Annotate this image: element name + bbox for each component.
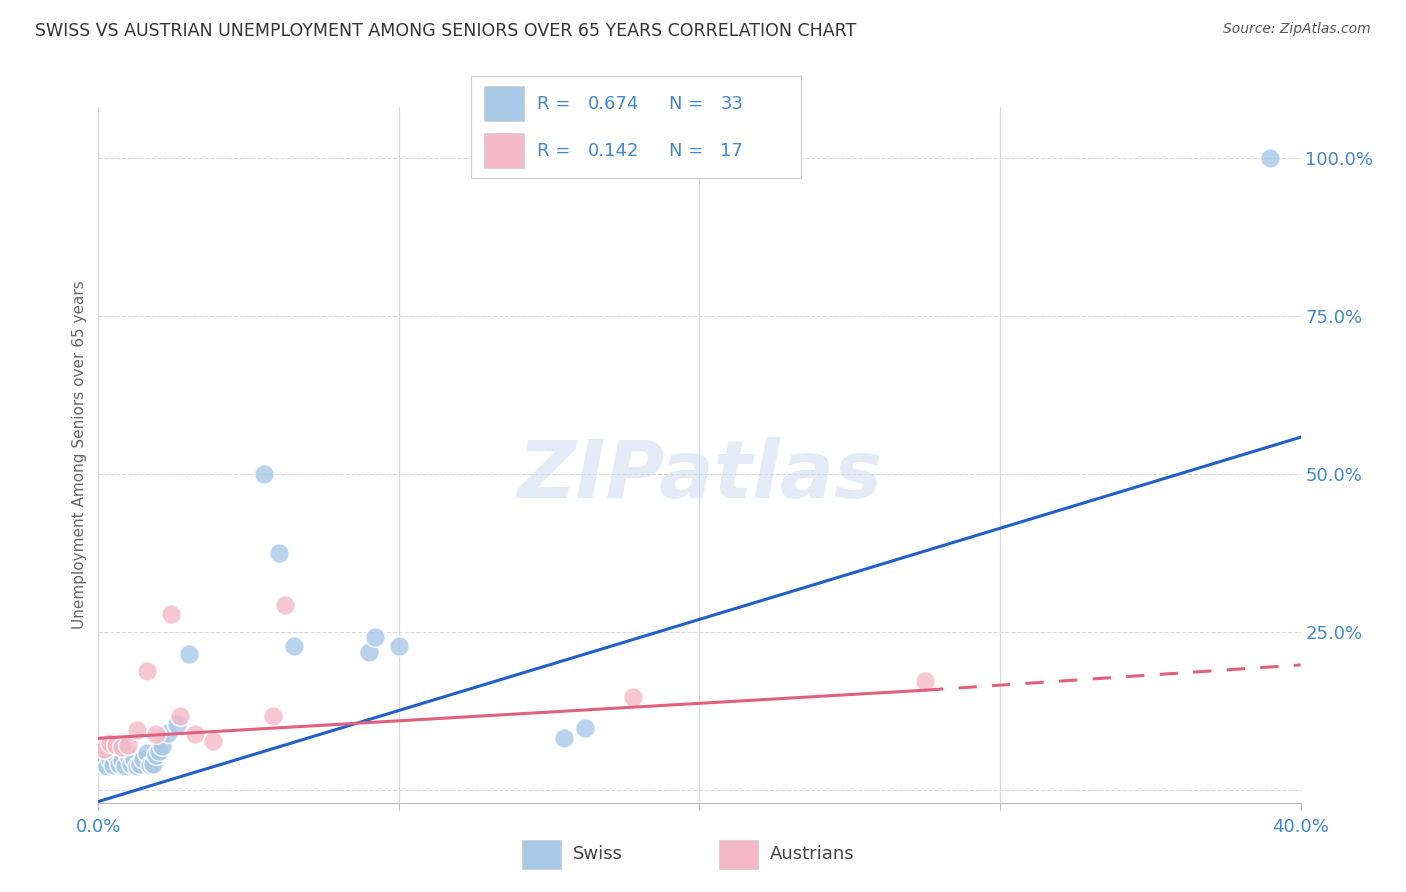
Point bbox=[159, 607, 181, 622]
Point bbox=[105, 738, 128, 752]
Text: R =: R = bbox=[537, 142, 576, 160]
Point bbox=[111, 740, 134, 755]
Point bbox=[183, 727, 205, 741]
Point bbox=[114, 759, 136, 773]
Point bbox=[574, 721, 596, 735]
Text: R =: R = bbox=[537, 95, 576, 112]
FancyBboxPatch shape bbox=[484, 87, 524, 121]
Point bbox=[148, 744, 170, 758]
Point bbox=[388, 639, 411, 653]
Point bbox=[267, 546, 290, 560]
Point bbox=[93, 756, 115, 771]
Point bbox=[117, 748, 139, 763]
Text: Source: ZipAtlas.com: Source: ZipAtlas.com bbox=[1223, 22, 1371, 37]
Point bbox=[103, 757, 125, 772]
Point bbox=[105, 748, 128, 763]
Text: 17: 17 bbox=[720, 142, 744, 160]
FancyBboxPatch shape bbox=[522, 840, 561, 869]
Point bbox=[145, 748, 167, 763]
Text: ZIPatlas: ZIPatlas bbox=[517, 437, 882, 515]
Point bbox=[201, 734, 224, 748]
Point bbox=[93, 742, 115, 756]
Point bbox=[100, 751, 122, 765]
Text: Austrians: Austrians bbox=[770, 845, 855, 863]
Point bbox=[129, 756, 152, 771]
Point bbox=[553, 731, 575, 746]
Point bbox=[262, 708, 284, 723]
Point bbox=[90, 757, 112, 772]
Point bbox=[132, 751, 155, 765]
Text: Swiss: Swiss bbox=[574, 845, 623, 863]
Text: 0.142: 0.142 bbox=[588, 142, 640, 160]
Point bbox=[124, 751, 146, 765]
Point bbox=[914, 674, 936, 689]
Point bbox=[135, 747, 157, 761]
Point bbox=[127, 723, 149, 737]
Point bbox=[253, 467, 276, 481]
Point bbox=[96, 759, 118, 773]
Point bbox=[169, 708, 191, 723]
Point bbox=[127, 759, 149, 773]
Point bbox=[156, 726, 179, 740]
Text: N =: N = bbox=[669, 95, 709, 112]
Point bbox=[121, 756, 143, 771]
Text: N =: N = bbox=[669, 142, 709, 160]
Point bbox=[166, 716, 188, 731]
Point bbox=[357, 645, 380, 659]
Point bbox=[274, 599, 297, 613]
Y-axis label: Unemployment Among Seniors over 65 years: Unemployment Among Seniors over 65 years bbox=[72, 281, 87, 629]
Point bbox=[138, 757, 160, 772]
Point bbox=[1260, 151, 1282, 165]
Point bbox=[111, 753, 134, 767]
Point bbox=[117, 738, 139, 752]
Point bbox=[90, 738, 112, 752]
Point bbox=[108, 756, 131, 771]
Text: 0.674: 0.674 bbox=[588, 95, 640, 112]
FancyBboxPatch shape bbox=[718, 840, 758, 869]
Point bbox=[141, 756, 163, 771]
Point bbox=[145, 727, 167, 741]
Point bbox=[283, 639, 305, 653]
FancyBboxPatch shape bbox=[471, 76, 801, 178]
Text: 33: 33 bbox=[720, 95, 744, 112]
Point bbox=[150, 739, 173, 753]
Point bbox=[364, 630, 387, 644]
Point bbox=[100, 736, 122, 750]
Point bbox=[177, 647, 200, 661]
FancyBboxPatch shape bbox=[484, 133, 524, 168]
Text: SWISS VS AUSTRIAN UNEMPLOYMENT AMONG SENIORS OVER 65 YEARS CORRELATION CHART: SWISS VS AUSTRIAN UNEMPLOYMENT AMONG SEN… bbox=[35, 22, 856, 40]
Point bbox=[621, 690, 644, 704]
Point bbox=[135, 665, 157, 679]
